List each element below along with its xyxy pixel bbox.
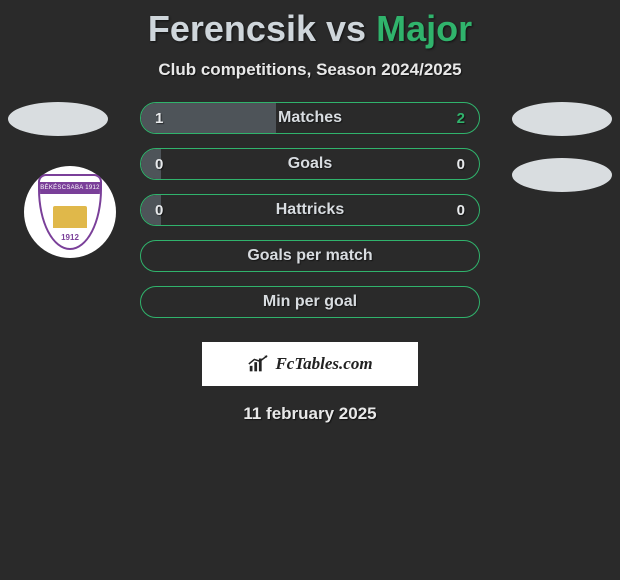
stat-right-value: 0 xyxy=(447,156,465,173)
stat-row: 0Goals0 xyxy=(140,148,480,180)
comparison-area: BÉKÉSCSABA 1912 ELŐRE SE 1912 1Matches2 0… xyxy=(0,102,620,332)
vs-label: vs xyxy=(326,8,366,49)
stat-left-value: 0 xyxy=(155,202,173,219)
stat-right-value: 0 xyxy=(447,202,465,219)
page-title: Ferencsik vs Major xyxy=(0,0,620,50)
player-badge-right-1 xyxy=(512,102,612,136)
stat-row: Min per goal xyxy=(140,286,480,318)
club-name-band: BÉKÉSCSABA 1912 ELŐRE SE xyxy=(40,182,100,194)
stat-label: Min per goal xyxy=(141,293,479,311)
stat-row: 0Hattricks0 xyxy=(140,194,480,226)
stat-right-value: 2 xyxy=(447,110,465,127)
stat-row: Goals per match xyxy=(140,240,480,272)
stat-left-value: 0 xyxy=(155,156,173,173)
stat-label: Hattricks xyxy=(141,201,479,219)
player1-name: Ferencsik xyxy=(148,8,316,49)
stat-left-value: 1 xyxy=(155,110,173,127)
player2-name: Major xyxy=(376,8,472,49)
player-badge-left xyxy=(8,102,108,136)
attribution-badge: FcTables.com xyxy=(202,342,418,386)
stat-row: 1Matches2 xyxy=(140,102,480,134)
club-crest: BÉKÉSCSABA 1912 ELŐRE SE 1912 xyxy=(24,166,116,258)
stat-label: Goals xyxy=(141,155,479,173)
subtitle: Club competitions, Season 2024/2025 xyxy=(0,60,620,80)
player-badge-right-2 xyxy=(512,158,612,192)
shield-icon: BÉKÉSCSABA 1912 ELŐRE SE 1912 xyxy=(38,174,102,250)
bar-chart-icon xyxy=(247,354,269,374)
club-year: 1912 xyxy=(40,233,100,242)
building-icon xyxy=(53,206,87,228)
stat-rows: 1Matches20Goals00Hattricks0Goals per mat… xyxy=(140,102,480,332)
attribution-text: FcTables.com xyxy=(275,354,372,374)
date-label: 11 february 2025 xyxy=(0,404,620,424)
stat-label: Goals per match xyxy=(141,247,479,265)
